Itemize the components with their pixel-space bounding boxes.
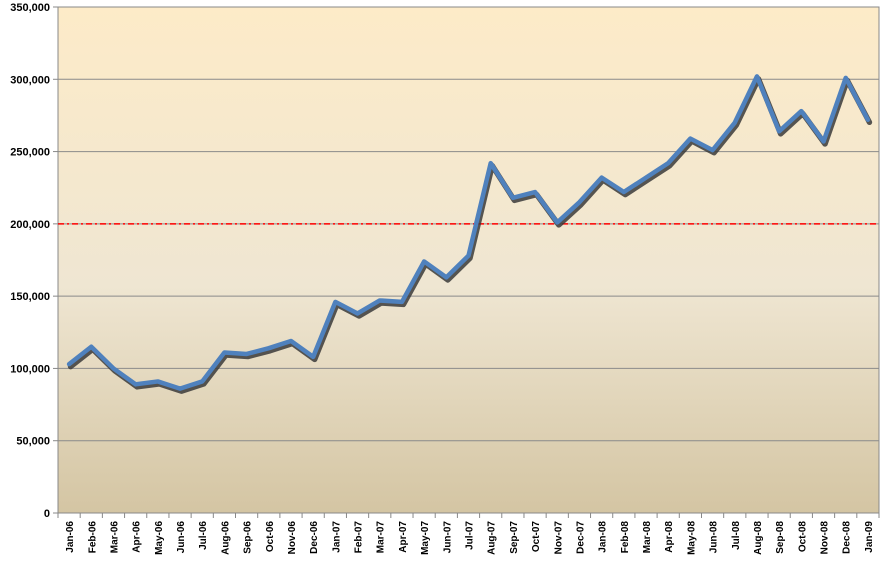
data-point: [511, 196, 514, 199]
x-tick-label: Oct-06: [265, 521, 276, 553]
y-tick-label: 100,000: [10, 363, 50, 375]
x-tick-label: Jun-07: [442, 521, 453, 554]
x-tick-label: Oct-08: [797, 521, 808, 553]
x-tick-label: Apr-06: [132, 521, 143, 553]
series-group: [66, 74, 873, 394]
x-tick-label: Dec-08: [842, 521, 853, 554]
data-point: [622, 191, 625, 194]
data-point: [112, 367, 115, 370]
data-point: [179, 387, 182, 390]
data-point: [156, 380, 159, 383]
x-tick-label: Aug-07: [487, 521, 498, 555]
x-tick-label: Sep-08: [775, 521, 786, 554]
data-point: [68, 363, 71, 366]
data-point: [267, 347, 270, 350]
x-tick-label: May-07: [420, 521, 431, 555]
data-point: [778, 130, 781, 133]
data-point: [134, 383, 137, 386]
x-tick-label: Feb-08: [620, 521, 631, 554]
data-point: [223, 351, 226, 354]
x-tick-label: May-08: [686, 521, 697, 555]
data-point: [356, 312, 359, 315]
data-point: [866, 118, 869, 121]
x-tick-label: Apr-07: [398, 521, 409, 553]
data-point: [645, 176, 648, 179]
data-point: [733, 121, 736, 124]
data-point: [423, 260, 426, 263]
x-tick-label: Apr-08: [664, 521, 675, 553]
x-tick-label: Nov-08: [820, 521, 831, 555]
x-tick-label: Aug-06: [220, 521, 231, 555]
x-tick-label: Sep-06: [243, 521, 254, 554]
x-tick-label: Dec-07: [575, 521, 586, 554]
x-tick-label: Jul-08: [731, 521, 742, 550]
x-tick-label: Oct-07: [531, 521, 542, 553]
x-tick-label: May-06: [154, 521, 165, 555]
data-point: [289, 339, 292, 342]
x-tick-label: Jun-06: [176, 521, 187, 554]
y-tick-label: 250,000: [10, 147, 50, 159]
x-tick-label: Jan-08: [598, 521, 609, 553]
data-point: [689, 137, 692, 140]
data-point: [578, 201, 581, 204]
data-point: [334, 300, 337, 303]
data-point: [445, 276, 448, 279]
data-point: [90, 345, 93, 348]
data-point: [844, 76, 847, 79]
data-point: [534, 191, 537, 194]
x-tick-label: Feb-06: [87, 521, 98, 554]
data-point: [600, 176, 603, 179]
data-point: [667, 162, 670, 165]
data-point: [467, 254, 470, 257]
data-point: [245, 352, 248, 355]
y-axis: 0 50,000 100,000 150,000 200,000 250,000 300,0…: [10, 2, 58, 520]
x-tick-label: Jan-09: [864, 521, 875, 553]
data-point: [800, 110, 803, 113]
data-point: [312, 355, 315, 358]
y-tick-label: 50,000: [16, 436, 50, 448]
data-point: [755, 75, 758, 78]
y-tick-label: 150,000: [10, 291, 50, 303]
x-tick-label: Jun-08: [709, 521, 720, 554]
x-tick-label: Jul-06: [198, 521, 209, 550]
y-tick-label: 300,000: [10, 74, 50, 86]
x-tick-label: Mar-07: [376, 521, 387, 554]
x-tick-label: Sep-07: [509, 521, 520, 554]
data-point: [378, 299, 381, 302]
x-tick-label: Jan-06: [65, 521, 76, 553]
data-point: [400, 300, 403, 303]
y-tick-label: 200,000: [10, 219, 50, 231]
gridlines: [58, 78, 879, 442]
x-tick-label: Mar-08: [642, 521, 653, 554]
data-point: [711, 149, 714, 152]
x-tick-label: Aug-08: [753, 521, 764, 555]
data-point: [822, 140, 825, 143]
data-point: [201, 380, 204, 383]
x-tick-label: Jan-07: [331, 521, 342, 553]
x-axis: Jan-06 Feb-06 Mar-06 Apr-06 May-06 Jun-06 Jul-…: [57, 513, 880, 555]
series-line-shadow: [67, 76, 873, 394]
x-tick-label: Nov-06: [287, 521, 298, 555]
x-tick-label: Dec-06: [309, 521, 320, 554]
data-point: [556, 221, 559, 224]
x-tick-label: Nov-07: [553, 521, 564, 555]
y-tick-label: 350,000: [10, 2, 50, 14]
x-tick-label: Mar-06: [109, 521, 120, 554]
x-tick-label: Jul-07: [465, 521, 476, 550]
data-point: [489, 162, 492, 165]
x-tick-label: Feb-07: [354, 521, 365, 554]
y-tick-label: 0: [44, 508, 50, 520]
